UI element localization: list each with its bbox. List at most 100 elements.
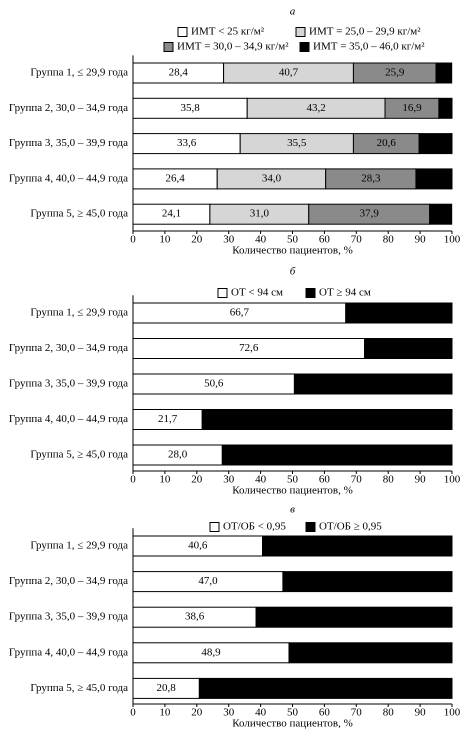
x-tick-label: 50 bbox=[287, 234, 299, 246]
category-label: Группа 2, 30,0 – 34,9 года bbox=[9, 342, 128, 354]
legend-swatch bbox=[209, 522, 220, 532]
bar-segment bbox=[201, 409, 453, 430]
category-label: Группа 3, 35,0 – 39,9 года bbox=[9, 378, 128, 390]
value-label: 35,8 bbox=[180, 102, 200, 114]
value-label: 38,6 bbox=[185, 611, 205, 623]
x-tick-label: 90 bbox=[415, 707, 427, 719]
x-tick-label: 100 bbox=[444, 234, 461, 246]
x-tick-label: 0 bbox=[130, 474, 136, 486]
value-label: 33,6 bbox=[177, 137, 197, 149]
value-label: 78,3 bbox=[317, 413, 337, 425]
panel-title: в bbox=[290, 504, 295, 516]
bar-segment bbox=[198, 677, 453, 699]
value-label: 34,0 bbox=[262, 172, 282, 184]
bar-segment bbox=[418, 133, 453, 155]
x-tick-label: 30 bbox=[223, 707, 235, 719]
category-label: Группа 1, ≤ 29,9 года bbox=[30, 307, 128, 319]
category-label: Группа 5, ≥ 45,0 года bbox=[30, 208, 128, 220]
bar-segment bbox=[429, 203, 453, 225]
category-label: Группа 4, 40,0 – 44,9 года bbox=[9, 646, 128, 658]
x-tick-label: 20 bbox=[191, 474, 203, 486]
category-label: Группа 4, 40,0 – 44,9 года bbox=[9, 172, 128, 184]
x-tick-label: 100 bbox=[444, 707, 461, 719]
legend-swatch bbox=[217, 288, 228, 298]
value-label: 27,4 bbox=[399, 342, 419, 354]
value-label: 43,2 bbox=[306, 102, 325, 114]
bar-segment bbox=[255, 606, 453, 628]
x-tick-label: 30 bbox=[223, 234, 235, 246]
bar-segment bbox=[415, 168, 453, 190]
bar-segment bbox=[221, 444, 453, 466]
legend-swatch bbox=[177, 27, 188, 37]
category-label: Группа 2, 30,0 – 34,9 года bbox=[9, 102, 128, 114]
bar-segment bbox=[438, 97, 453, 119]
x-tick-label: 70 bbox=[351, 707, 363, 719]
panel-title: б bbox=[290, 266, 296, 278]
value-label: 4,9 bbox=[437, 67, 451, 79]
legend-label: ИМТ = 30,0 – 34,9 кг/м² bbox=[177, 41, 289, 53]
legend-label: ИМТ < 25 кг/м² bbox=[191, 26, 265, 38]
legend-swatch bbox=[163, 42, 174, 52]
x-tick-label: 30 bbox=[223, 474, 235, 486]
x-axis-label: Количество пациентов, % bbox=[232, 245, 353, 257]
legend-swatch bbox=[295, 27, 306, 37]
value-label: 21,7 bbox=[158, 413, 178, 425]
value-label: 35,5 bbox=[287, 137, 307, 149]
category-label: Группа 4, 40,0 – 44,9 года bbox=[9, 413, 128, 425]
category-label: Группа 3, 35,0 – 39,9 года bbox=[9, 611, 128, 623]
value-label: 48,9 bbox=[201, 646, 221, 658]
value-label: 28,3 bbox=[361, 172, 381, 184]
value-label: 72,0 bbox=[328, 449, 348, 461]
value-label: 72,6 bbox=[239, 342, 259, 354]
value-label: 6,9 bbox=[434, 208, 448, 220]
x-tick-label: 50 bbox=[287, 474, 299, 486]
value-label: 31,0 bbox=[250, 208, 270, 220]
x-tick-label: 100 bbox=[444, 474, 461, 486]
value-label: 16,9 bbox=[402, 102, 422, 114]
x-tick-label: 80 bbox=[383, 234, 395, 246]
x-axis-label: Количество пациентов, % bbox=[232, 718, 353, 729]
value-label: 51,1 bbox=[361, 646, 380, 658]
x-tick-label: 50 bbox=[287, 707, 299, 719]
x-tick-label: 70 bbox=[351, 474, 363, 486]
value-label: 11,3 bbox=[425, 172, 444, 184]
x-tick-label: 60 bbox=[319, 474, 331, 486]
bar-segment bbox=[282, 571, 453, 593]
legend-swatch bbox=[299, 42, 310, 52]
value-label: 40,7 bbox=[279, 67, 299, 79]
bar-segment bbox=[435, 62, 453, 84]
category-label: Группа 5, ≥ 45,0 года bbox=[30, 449, 128, 461]
bar-segment bbox=[345, 302, 453, 324]
legend-label: ИМТ = 25,0 – 29,9 кг/м² bbox=[309, 26, 421, 38]
bar-segment bbox=[293, 373, 453, 395]
legend-label: ОТ ≥ 94 см bbox=[319, 287, 371, 299]
value-label: 37,9 bbox=[360, 208, 380, 220]
x-tick-label: 60 bbox=[319, 234, 331, 246]
value-label: 26,4 bbox=[165, 172, 185, 184]
value-label: 20,6 bbox=[377, 137, 397, 149]
value-label: 53,0 bbox=[358, 575, 378, 587]
value-label: 66,7 bbox=[230, 307, 250, 319]
x-tick-label: 90 bbox=[415, 474, 427, 486]
category-label: Группа 5, ≥ 45,0 года bbox=[30, 682, 128, 694]
x-tick-label: 20 bbox=[191, 234, 203, 246]
x-tick-label: 20 bbox=[191, 707, 203, 719]
x-tick-label: 80 bbox=[383, 474, 395, 486]
x-tick-label: 40 bbox=[255, 707, 267, 719]
x-tick-label: 0 bbox=[130, 707, 136, 719]
category-label: Группа 1, ≤ 29,9 года bbox=[30, 540, 128, 552]
value-label: 20,8 bbox=[157, 682, 177, 694]
x-tick-label: 80 bbox=[383, 707, 395, 719]
value-label: 33,3 bbox=[389, 307, 409, 319]
value-label: 47,0 bbox=[198, 575, 218, 587]
bar-segment bbox=[288, 642, 453, 664]
x-tick-label: 60 bbox=[319, 707, 331, 719]
x-tick-label: 0 bbox=[130, 234, 136, 246]
panel-title: а bbox=[290, 6, 296, 18]
category-label: Группа 2, 30,0 – 34,9 года bbox=[9, 575, 128, 587]
x-tick-label: 70 bbox=[351, 234, 363, 246]
value-label: 79,2 bbox=[316, 682, 335, 694]
bar-segment bbox=[364, 338, 453, 359]
value-label: 40,6 bbox=[188, 540, 208, 552]
